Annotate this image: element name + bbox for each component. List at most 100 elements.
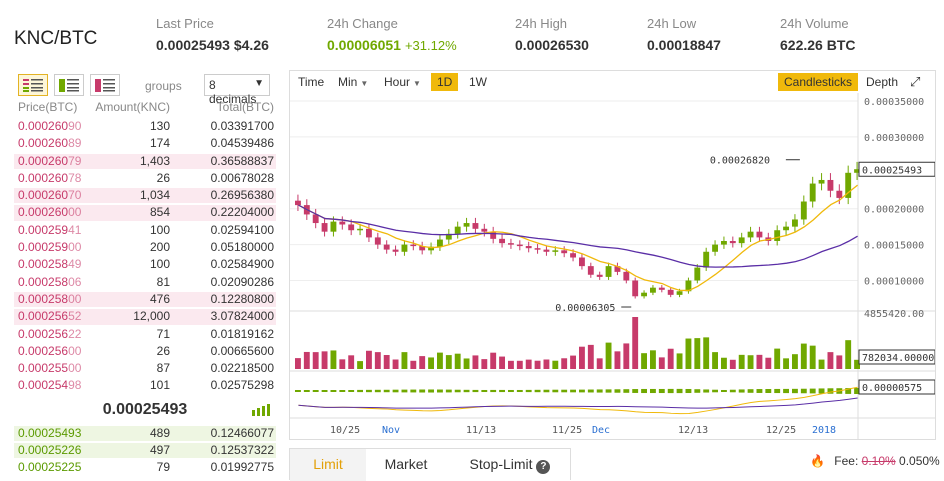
macd-bar — [490, 389, 497, 393]
ask-price: 0.00026090 — [18, 118, 81, 135]
ask-price: 0.00026070 — [18, 187, 81, 204]
ask-price-main: 0.000259 — [18, 240, 69, 255]
volume-bar — [738, 354, 745, 369]
ask-row[interactable]: 0.00026079 1,403 0.36588837 — [14, 153, 276, 170]
candle-body — [854, 169, 860, 173]
candle-body — [809, 183, 816, 202]
bid-amount: 497 — [149, 443, 170, 458]
volume-bar — [632, 317, 639, 369]
ask-price-main: 0.000260 — [18, 170, 69, 185]
macd-bar — [445, 389, 452, 393]
bid-row[interactable]: 0.00025493 489 0.12466077 — [14, 425, 276, 442]
candle-body — [419, 246, 426, 251]
candle-body — [641, 292, 647, 297]
depth-button[interactable]: Depth — [866, 75, 899, 89]
ask-depth-bar — [14, 188, 276, 204]
bid-row[interactable]: 0.00025226 497 0.12537322 — [14, 442, 276, 459]
macd-bar — [321, 390, 328, 392]
ask-row[interactable]: 0.00025800 476 0.12280800 — [14, 291, 276, 308]
volume-bar — [809, 345, 816, 369]
ask-row[interactable]: 0.00025941 100 0.02594100 — [14, 222, 276, 239]
candle-body — [685, 280, 692, 292]
volume-bar — [712, 352, 718, 369]
candle-body — [650, 287, 656, 293]
ask-row[interactable]: 0.00026000 854 0.22204000 — [14, 204, 276, 221]
volume-bar — [374, 352, 381, 369]
ma-short-line — [298, 184, 858, 292]
candle-body — [800, 201, 807, 220]
fee-new: 0.050% — [899, 454, 940, 468]
ask-total: 0.02584900 — [210, 257, 274, 272]
ask-row[interactable]: 0.00025600 26 0.00665600 — [14, 343, 276, 360]
current-price-tag-box — [858, 161, 935, 177]
macd-bar — [339, 390, 346, 392]
ask-price-main: 0.000260 — [18, 119, 69, 133]
fullscreen-icon[interactable]: ⤢ — [910, 74, 921, 89]
macd-bar — [774, 388, 781, 394]
macd-tag: 0.00000575 — [862, 383, 922, 394]
candlesticks-button[interactable]: Candlesticks — [778, 73, 859, 91]
ask-row[interactable]: 0.00026090 130 0.03391700 — [14, 118, 276, 135]
tab-market[interactable]: Market — [384, 456, 428, 472]
change-stat: 24h Change 0.00006051 +31.12% — [327, 16, 457, 53]
candle-body — [579, 257, 585, 267]
interval-1d-button[interactable]: 1D — [431, 73, 459, 91]
candlestick-chart[interactable]: 0.00035000 0.00030000 0.00020000 0.00015000… — [290, 93, 935, 439]
interval-1w-button[interactable]: 1W — [469, 75, 487, 89]
ask-price: 0.00025500 — [18, 360, 81, 377]
book-bids-icon — [59, 79, 79, 92]
volume-bar — [428, 357, 434, 369]
change-value: 0.00006051 +31.12% — [327, 37, 457, 53]
candle-body — [543, 249, 550, 252]
help-icon[interactable]: ? — [536, 460, 551, 474]
volume-bar — [348, 355, 355, 369]
ask-row[interactable]: 0.00025849 100 0.02584900 — [14, 256, 276, 273]
volume-bar — [614, 351, 621, 369]
ask-amount: 26 — [156, 170, 170, 185]
view-asks-button[interactable] — [90, 74, 120, 96]
ask-total: 0.02090286 — [210, 274, 274, 289]
ask-row[interactable]: 0.00026070 1,034 0.26956380 — [14, 187, 276, 204]
volume-bar — [792, 354, 798, 369]
ask-price: 0.00025941 — [18, 222, 81, 239]
ask-row[interactable]: 0.00025622 71 0.01819162 — [14, 326, 276, 343]
ask-price-tail: 89 — [68, 136, 82, 151]
candle-body — [845, 172, 852, 198]
macd-bar — [756, 389, 763, 393]
current-price-tag: 0.00025493 — [862, 165, 922, 176]
ask-row[interactable]: 0.00025900 200 0.05180000 — [14, 239, 276, 256]
macd-bar — [632, 389, 639, 393]
macd-bar — [658, 388, 665, 394]
candle-body — [383, 244, 390, 250]
ask-amount: 130 — [149, 119, 170, 133]
bid-row[interactable]: 0.00025225 79 0.01992775 — [14, 459, 276, 476]
time-button[interactable]: Time — [298, 75, 325, 89]
ask-row[interactable]: 0.00026078 26 0.00678028 — [14, 170, 276, 187]
ask-price-tail: 90 — [68, 119, 82, 133]
ask-total: 0.02218500 — [210, 361, 274, 376]
volume-bar — [561, 358, 568, 369]
volume-bar — [463, 358, 470, 369]
ask-row[interactable]: 0.00025806 81 0.02090286 — [14, 274, 276, 291]
order-book-header: Price(BTC) Amount(KNC) Total(BTC) — [14, 100, 276, 118]
macd-bar — [605, 389, 612, 393]
ask-row[interactable]: 0.00025500 87 0.02218500 — [14, 360, 276, 377]
view-bids-button[interactable] — [54, 74, 84, 96]
candle-body — [792, 219, 798, 227]
candle-body — [295, 200, 301, 206]
ask-total: 0.22204000 — [210, 205, 274, 220]
groups-label: groups — [145, 79, 182, 93]
min-dropdown[interactable]: Min ▼ — [332, 73, 374, 91]
candle-body — [747, 231, 754, 238]
tab-stop-limit[interactable]: Stop-Limit ? — [450, 449, 570, 481]
fee-info: 🔥 Fee: 0.10% 0.050% — [810, 454, 940, 468]
ask-amount: 100 — [149, 257, 170, 272]
view-both-button[interactable] — [18, 74, 48, 96]
volume-bar — [774, 348, 781, 369]
ask-row[interactable]: 0.00025652 12,000 3.07824000 — [14, 308, 276, 325]
decimals-select[interactable]: 8 decimals ▼ — [204, 74, 270, 106]
tab-limit[interactable]: Limit — [290, 449, 366, 481]
hour-dropdown[interactable]: Hour ▼ — [378, 73, 427, 91]
ask-row[interactable]: 0.00026089 174 0.04539486 — [14, 135, 276, 152]
ask-row[interactable]: 0.00025498 101 0.02575298 — [14, 377, 276, 394]
